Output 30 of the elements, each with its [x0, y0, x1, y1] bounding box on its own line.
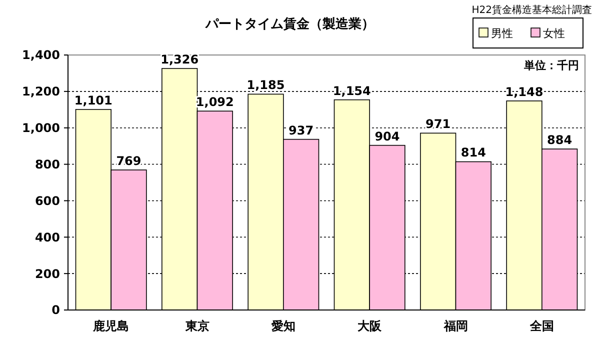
y-tick-label: 0 [52, 303, 60, 318]
x-tick-label: 鹿児島 [92, 319, 130, 333]
data-label: 884 [547, 132, 572, 147]
y-tick-label: 1,400 [22, 48, 60, 62]
data-label: 1,326 [160, 52, 199, 66]
data-label: 937 [288, 123, 314, 138]
data-label: 1,101 [74, 93, 112, 108]
y-tick-label: 1,000 [22, 121, 60, 136]
y-tick-label: 800 [34, 157, 60, 172]
data-label: 971 [426, 117, 451, 132]
x-tick-label: 大阪 [358, 319, 383, 333]
chart-title: パートタイム賃金（製造業） [204, 17, 374, 32]
data-label: 769 [116, 154, 142, 168]
text: H22賃金構造基本総計調査 [472, 4, 592, 16]
x-tick-label: 福岡 [442, 319, 468, 333]
y-tick-label: 400 [34, 230, 60, 244]
legend-label: 女性 [543, 27, 565, 40]
x-tick-label: 愛知 [271, 319, 296, 333]
data-label: 814 [460, 146, 486, 160]
data-label: 1,148 [505, 84, 544, 99]
data-label: 1,185 [246, 78, 285, 92]
x-tick-label: 全国 [528, 319, 554, 333]
legend-label: 男性 [491, 27, 513, 40]
y-tick-label: 1,200 [22, 84, 60, 99]
data-label: 904 [374, 129, 400, 144]
data-label: 1,154 [332, 84, 371, 98]
y-tick-label: 600 [34, 194, 60, 208]
annotation: 単位：千円 [523, 59, 579, 72]
x-tick-label: 東京 [184, 319, 210, 333]
y-tick-label: 200 [34, 266, 60, 281]
